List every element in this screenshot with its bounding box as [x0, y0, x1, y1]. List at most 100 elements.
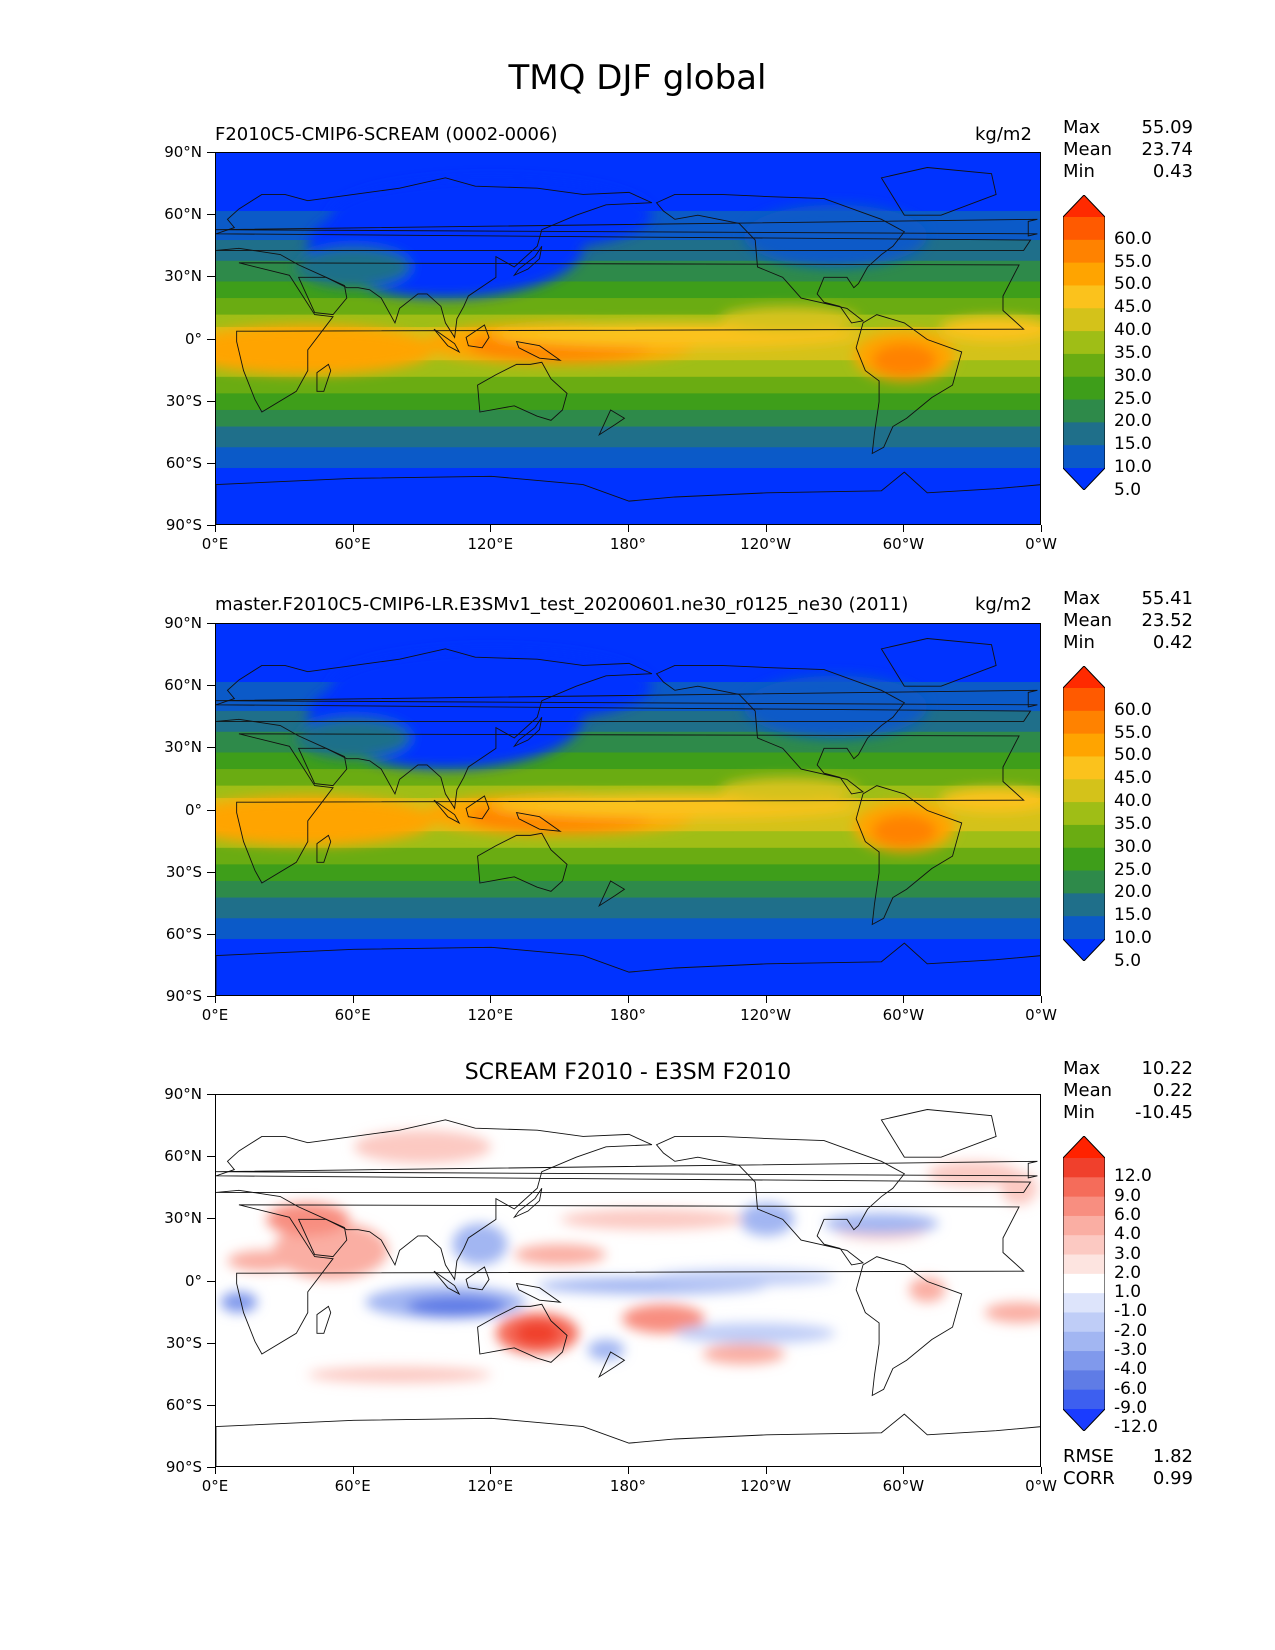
colorbar-tick-label: -12.0	[1114, 1417, 1158, 1438]
y-tick	[207, 685, 215, 687]
field-band	[216, 426, 1040, 449]
y-tick	[207, 871, 215, 873]
colorbar-tick-label: 60.0	[1114, 228, 1152, 249]
colorbar	[1062, 665, 1106, 962]
coastline-antarctica	[216, 471, 1040, 524]
colorbar-segment	[1063, 688, 1105, 712]
coastline-antarctica	[216, 942, 1040, 995]
colorbar-segment	[1063, 916, 1105, 940]
colorbar-tick-label: 40.0	[1114, 320, 1152, 341]
y-tick-label: 60°N	[164, 676, 202, 695]
field-blob	[353, 1130, 492, 1164]
x-tick-label: 120°W	[740, 1477, 792, 1495]
field-blob	[872, 343, 937, 377]
stat-min-label: Min	[1063, 632, 1095, 653]
x-tick-label: 60°W	[882, 535, 925, 553]
coastline-samerica	[855, 1256, 963, 1397]
field-blob	[743, 204, 928, 267]
y-tick-label: 90°S	[165, 516, 202, 534]
y-tick-label: 90°N	[164, 143, 202, 161]
field-blob	[824, 1213, 939, 1234]
x-tick-label: 60°E	[334, 535, 371, 553]
panel-title-left: master.F2010C5-CMIP6-LR.E3SMv1_test_2020…	[215, 594, 909, 615]
coastline-newguinea	[515, 811, 562, 832]
colorbar-segment	[1063, 239, 1105, 264]
panel-metrics: RMSE 1.82 CORR 0.99	[1063, 1446, 1193, 1490]
map-plot[interactable]	[215, 152, 1041, 525]
panel-title-left: F2010C5-CMIP6-SCREAM (0002-0006)	[215, 124, 558, 145]
coastline-samerica	[855, 314, 963, 455]
y-tick-label: 0°	[184, 1271, 202, 1290]
x-tick-label: 0°E	[201, 1477, 229, 1495]
coastline-uk	[216, 1160, 1038, 1179]
coastline-eurasia	[216, 1119, 1032, 1281]
coastline-namerica	[655, 1135, 906, 1266]
x-tick	[765, 525, 767, 532]
y-tick	[207, 400, 215, 402]
stat-max-label: Max	[1063, 1058, 1101, 1079]
field-blob	[330, 177, 652, 253]
colorbar-extend-max	[1063, 666, 1105, 688]
x-tick-label: 60°W	[882, 1006, 925, 1024]
coastline-japan	[512, 717, 543, 748]
colorbar-segment	[1063, 893, 1105, 917]
colorbar-extend-max	[1063, 195, 1105, 217]
map-svg	[216, 153, 1040, 524]
stat-min: -10.45	[1134, 1102, 1193, 1123]
y-tick	[207, 747, 215, 749]
colorbar-segment	[1063, 422, 1105, 446]
coastline-africa	[236, 262, 1025, 413]
coastline-namerica	[655, 193, 906, 324]
coastline-greenland	[880, 638, 997, 687]
x-tick	[352, 1467, 354, 1474]
field-blob	[227, 1250, 297, 1272]
x-tick	[628, 525, 629, 532]
field-blob	[739, 1202, 795, 1236]
coastline-uk	[216, 218, 1038, 237]
colorbar-tick-label: 10.0	[1114, 928, 1152, 948]
colorbar-segment	[1063, 710, 1105, 735]
colorbar-tick-label: 35.0	[1114, 813, 1152, 834]
field-blob	[743, 675, 928, 738]
coastline-madagascar	[316, 834, 332, 863]
field-band	[216, 918, 1040, 940]
colorbar-segment	[1063, 1351, 1105, 1371]
coastline-namerica	[655, 664, 906, 795]
colorbar-segment	[1063, 1215, 1105, 1236]
field-blob	[872, 814, 937, 848]
y-tick	[207, 1280, 215, 1282]
x-tick-label: 120°W	[740, 1006, 792, 1024]
field-blob	[927, 1161, 1020, 1187]
colorbar-tick-label: 30.0	[1114, 365, 1152, 386]
y-tick	[207, 462, 215, 464]
x-tick	[628, 996, 629, 1003]
coastline-greenland	[880, 167, 997, 216]
map-plot[interactable]	[215, 1094, 1041, 1467]
coastline-antarctica	[216, 1413, 1040, 1466]
y-tick	[207, 1156, 215, 1158]
colorbar-tick-label: 50.0	[1114, 745, 1152, 766]
y-tick-label: 60°N	[164, 205, 202, 224]
corr-label: CORR	[1063, 1468, 1115, 1489]
x-tick-label: 180°	[609, 1477, 647, 1495]
colorbar-tick-label: 9.0	[1114, 1185, 1142, 1206]
y-tick-label: 90°N	[164, 614, 202, 632]
x-tick	[215, 996, 216, 1003]
coastline-australia	[477, 361, 568, 421]
colorbar-tick-label: 5.0	[1114, 479, 1142, 500]
field-blob	[216, 325, 434, 375]
field-blob	[307, 1366, 492, 1384]
field-blob	[622, 1304, 705, 1334]
colorbar-segment	[1063, 1196, 1105, 1217]
field-band	[216, 447, 1040, 469]
x-tick-label: 0°E	[201, 535, 229, 553]
x-tick	[765, 1467, 767, 1474]
coastline-eurasia	[216, 648, 1032, 810]
x-tick	[490, 1467, 492, 1474]
map-plot[interactable]	[215, 623, 1041, 996]
y-tick-label: 30°S	[165, 1333, 202, 1352]
colorbar	[1062, 1135, 1106, 1432]
field-band	[216, 864, 1040, 882]
x-tick-label: 0°W	[1025, 535, 1057, 553]
y-tick-label: 90°S	[165, 1458, 202, 1476]
